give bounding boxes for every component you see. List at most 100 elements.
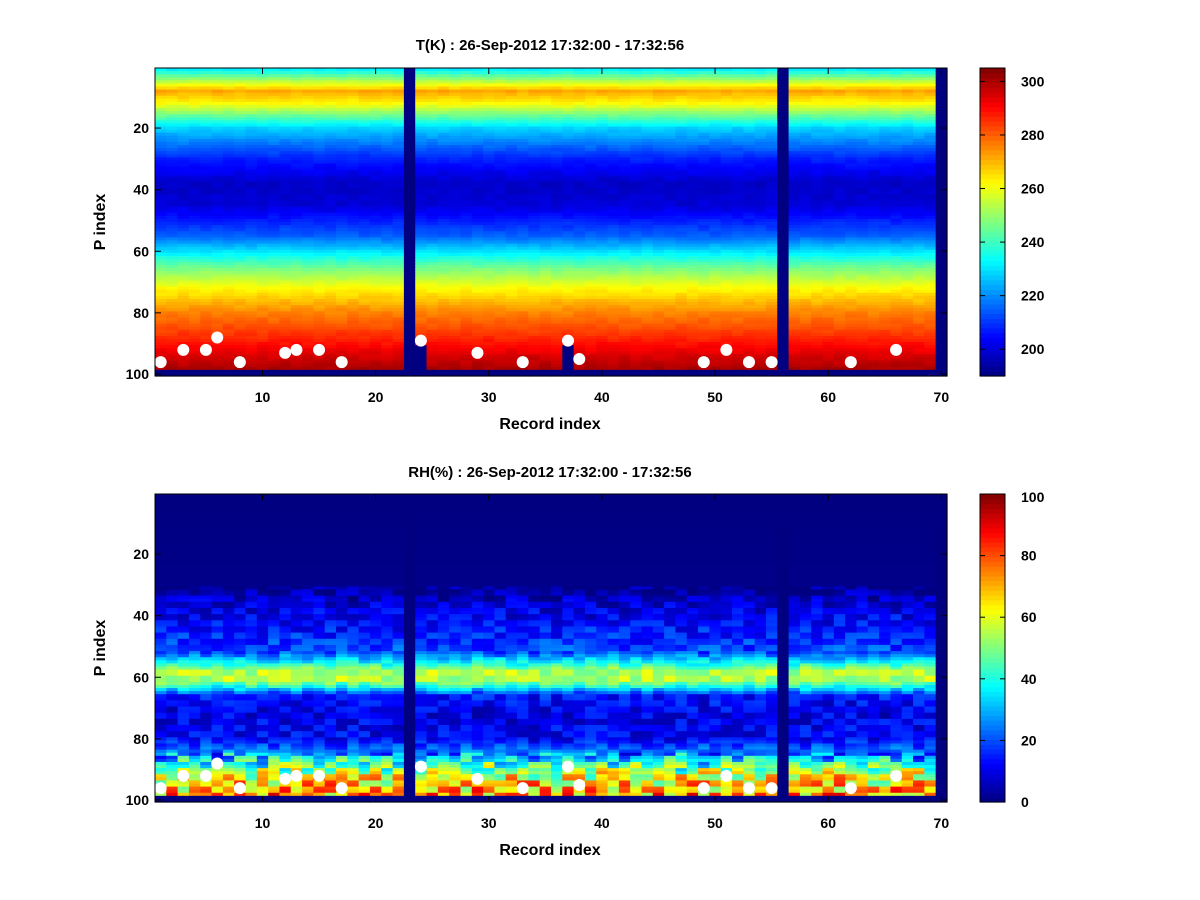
temperature-heatmap-cell [652, 169, 665, 174]
temperature-heatmap-cell [313, 194, 326, 198]
temperature-heatmap-cell [449, 71, 462, 75]
temperature-heatmap-cell [222, 89, 235, 94]
temperature-heatmap-cell [437, 194, 450, 198]
temperature-heatmap-cell [188, 92, 201, 97]
temperature-heatmap-cell [234, 101, 247, 106]
temperature-heatmap-cell [584, 203, 597, 208]
temperature-heatmap-cell [313, 335, 326, 340]
temperature-heatmap-cell [596, 126, 609, 131]
temperature-heatmap-cell [618, 372, 631, 377]
temperature-heatmap-cell [517, 255, 529, 260]
temperature-heatmap-cell [494, 175, 507, 180]
temperature-heatmap-cell [596, 326, 609, 331]
temperature-heatmap-cell [584, 191, 597, 195]
temperature-heatmap-cell [245, 86, 258, 91]
temperature-heatmap-cell [698, 154, 710, 158]
temperature-heatmap-cell [155, 111, 167, 115]
temperature-heatmap-cell [664, 280, 677, 285]
temperature-heatmap-cell [415, 209, 428, 214]
temperature-heatmap-cell [562, 68, 575, 72]
temperature-heatmap-cell [336, 299, 348, 303]
temperature-heatmap-cell [641, 135, 654, 140]
temperature-heatmap-cell [234, 366, 247, 371]
temperature-heatmap-cell [607, 335, 620, 340]
temperature-heatmap-cell [573, 348, 586, 352]
temperature-heatmap-cell [596, 200, 609, 205]
temperature-heatmap-cell [268, 151, 281, 155]
temperature-heatmap-cell [562, 197, 575, 202]
temperature-heatmap-cell [664, 86, 677, 91]
temperature-heatmap-cell [528, 372, 541, 377]
temperature-heatmap-cell [302, 95, 314, 100]
temperature-heatmap-cell [415, 265, 428, 269]
temperature-heatmap-cell [573, 268, 586, 272]
temperature-heatmap-cell [652, 249, 665, 254]
temperature-heatmap-cell [652, 212, 665, 217]
temperature-heatmap-cell [256, 98, 269, 103]
temperature-heatmap-cell [630, 206, 643, 211]
temperature-heatmap-cell [505, 274, 518, 279]
temperature-heatmap-cell [245, 314, 258, 319]
temperature-heatmap-cell [234, 286, 247, 291]
temperature-heatmap-cell [166, 262, 179, 266]
temperature-heatmap-cell [630, 68, 643, 72]
temperature-heatmap-cell [675, 351, 688, 356]
temperature-heatmap-cell [449, 86, 462, 91]
temperature-heatmap-cell [155, 145, 167, 149]
temperature-heatmap-cell [392, 234, 405, 238]
temperature-heatmap-cell [166, 132, 179, 137]
temperature-heatmap-cell [211, 126, 224, 131]
temperature-heatmap-cell [709, 237, 722, 242]
temperature-heatmap-cell [596, 191, 609, 195]
temperature-heatmap-cell [528, 206, 541, 211]
temperature-heatmap-cell [460, 271, 473, 275]
temperature-heatmap-cell [709, 360, 722, 365]
temperature-heatmap-cell [234, 154, 247, 158]
temperature-heatmap-cell [618, 277, 631, 282]
temperature-heatmap-cell [211, 258, 224, 263]
temperature-heatmap-cell [494, 360, 507, 365]
temperature-heatmap-cell [302, 299, 314, 303]
temperature-heatmap-cell [302, 104, 314, 109]
temperature-heatmap-cell [686, 308, 699, 312]
temperature-heatmap-cell [166, 71, 179, 75]
temperature-heatmap-cell [449, 101, 462, 106]
temperature-heatmap-cell [460, 154, 473, 158]
temperature-heatmap-cell [166, 326, 179, 331]
temperature-heatmap-cell [166, 268, 179, 272]
temperature-heatmap-cell [607, 120, 620, 125]
temperature-heatmap-cell [494, 323, 507, 328]
temperature-heatmap-cell [584, 286, 597, 291]
temperature-heatmap-cell [403, 329, 416, 334]
temperature-heatmap-cell [403, 225, 416, 229]
temperature-heatmap-cell [256, 212, 269, 217]
temperature-heatmap-cell [494, 163, 507, 168]
temperature-heatmap-cell [347, 169, 360, 174]
temperature-heatmap-cell [211, 252, 224, 257]
temperature-heatmap-cell [302, 354, 314, 359]
temperature-heatmap-cell [483, 111, 496, 115]
temperature-heatmap-cell [256, 114, 269, 118]
temperature-heatmap-cell [426, 71, 439, 75]
temperature-heatmap-cell [551, 351, 563, 356]
temperature-heatmap-cell [166, 348, 179, 352]
temperature-heatmap-cell [664, 354, 677, 359]
temperature-heatmap-cell [664, 74, 677, 78]
temperature-heatmap-cell [584, 351, 597, 356]
temperature-heatmap-cell [222, 209, 235, 214]
temperature-heatmap-cell [652, 101, 665, 106]
temperature-heatmap-cell [596, 80, 609, 84]
temperature-heatmap-cell [222, 200, 235, 205]
temperature-heatmap-cell [505, 83, 518, 88]
temperature-heatmap-cell [256, 172, 269, 177]
temperature-heatmap-cell [426, 163, 439, 168]
temperature-heatmap-cell [539, 329, 552, 334]
temperature-heatmap-cell [607, 215, 620, 220]
temperature-heatmap-cell [222, 249, 235, 254]
temperature-heatmap-cell [245, 169, 258, 174]
temperature-heatmap-cell [426, 203, 439, 208]
temperature-heatmap-cell [652, 166, 665, 171]
temperature-heatmap-cell [471, 148, 484, 152]
temperature-heatmap-cell [641, 323, 654, 328]
temperature-heatmap-cell [573, 265, 586, 269]
